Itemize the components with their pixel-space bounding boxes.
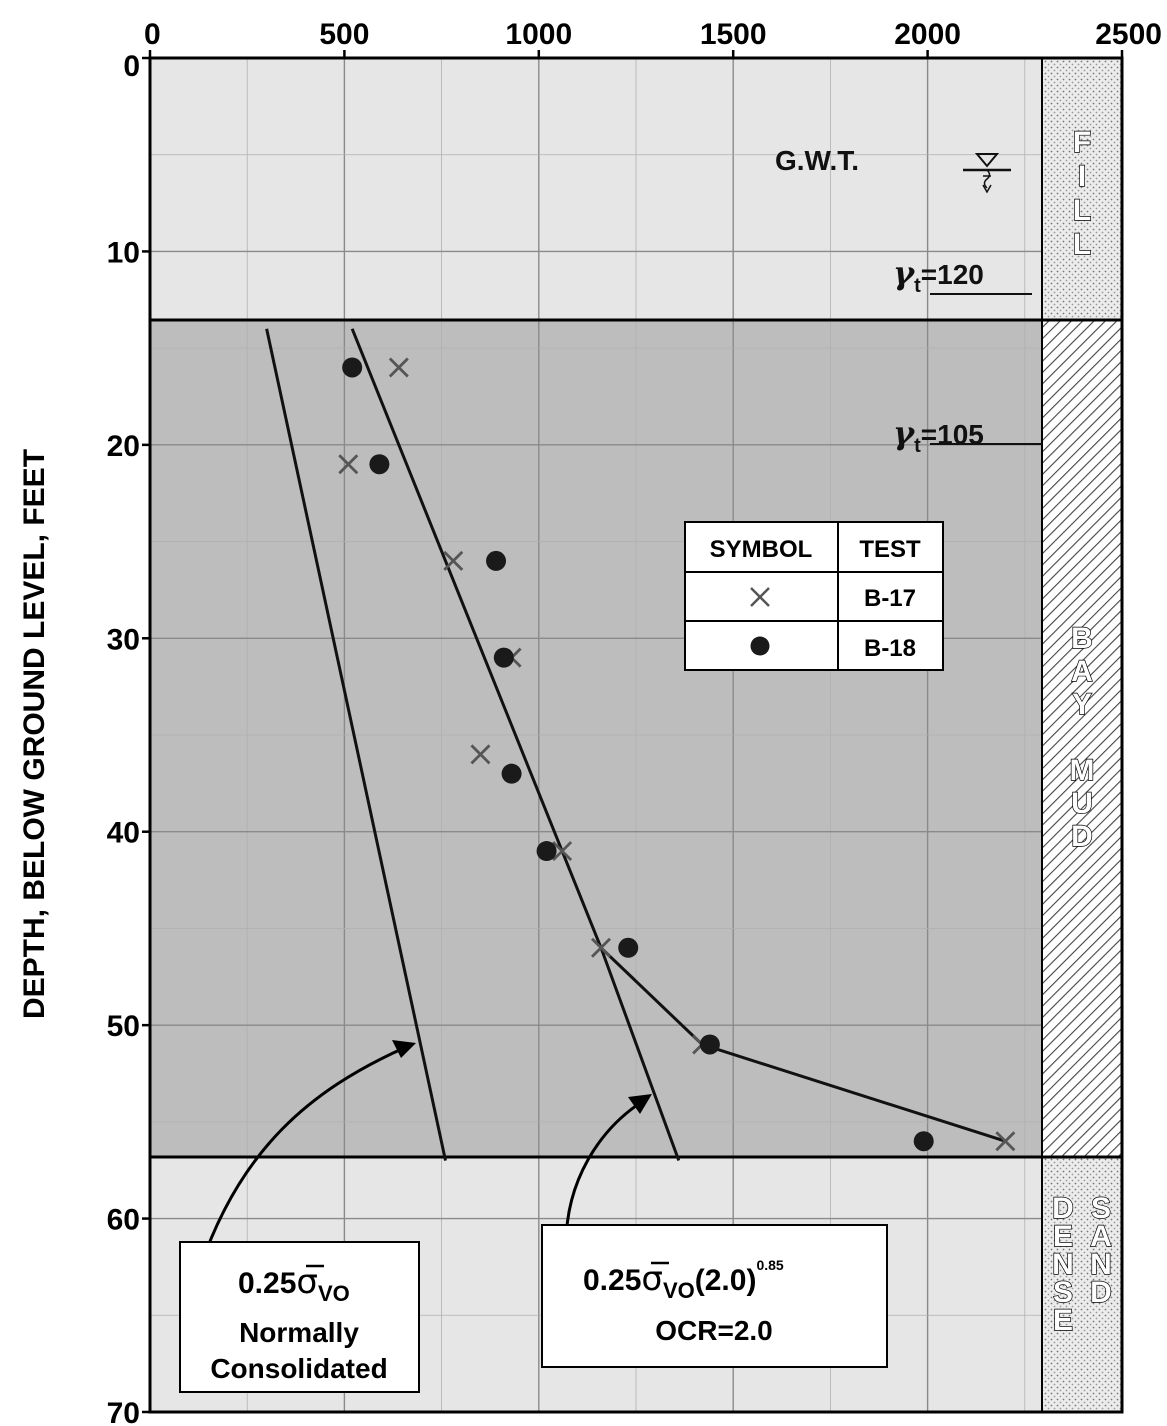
marker-b17-point — [338, 454, 359, 475]
layer-letter: N — [1090, 1248, 1112, 1281]
layer-letter: A — [1071, 655, 1093, 688]
nc-arrowhead — [392, 1040, 416, 1058]
x-tick-label: 2000 — [894, 18, 961, 51]
y-axis-label: DEPTH, BELOW GROUND LEVEL, FEET — [18, 449, 51, 1019]
legend-header-symbol: SYMBOL — [710, 536, 813, 563]
marker-b18-point — [699, 1034, 720, 1055]
line-normally-consolidated — [265, 328, 447, 1161]
x-axis-ticks: 0 500 1000 1500 2000 2500 — [144, 18, 1162, 58]
layer-letter: D — [1071, 820, 1093, 853]
marker-b18-point — [369, 454, 390, 475]
layer-letter: M — [1070, 754, 1095, 787]
fill-strata-column — [1042, 58, 1122, 320]
marker-b17-point — [388, 357, 409, 378]
x-tick-label: 500 — [319, 18, 369, 51]
water-table-icon — [963, 153, 1011, 194]
legend-label-b17: B-17 — [864, 585, 916, 612]
legend: SYMBOL TEST B-17 B-18 — [684, 521, 944, 671]
y-tick-label: 40 — [107, 817, 140, 850]
y-axis-ticks: 0 10 20 30 40 50 60 70 — [107, 50, 150, 1426]
y-tick-label: 70 — [107, 1397, 140, 1426]
layer-letter: D — [1090, 1276, 1112, 1309]
layer-letter: S — [1091, 1192, 1111, 1225]
dense-sand-strata-column — [1042, 1157, 1122, 1412]
marker-b18-point — [486, 550, 507, 571]
mud-unit-weight: γt=105 — [893, 414, 984, 457]
layer-letter: L — [1073, 228, 1091, 261]
layer-letter: S — [1053, 1276, 1073, 1309]
layer-letter: E — [1053, 1220, 1073, 1253]
ocr-formula: 0.25σVO(2.0)0.85 — [583, 1257, 784, 1303]
nc-annotation-box: 0.25σVO Normally Consolidated — [179, 1241, 420, 1393]
layer-letter: F — [1073, 126, 1091, 159]
layer-letter: U — [1071, 787, 1093, 820]
x-tick-label: 2500 — [1095, 18, 1162, 51]
layer-letter: I — [1078, 160, 1086, 193]
nc-text-normally: Normally — [239, 1317, 359, 1348]
marker-b18-point — [618, 937, 639, 958]
nc-arrow — [198, 1046, 405, 1269]
ocr-arrow — [564, 1101, 641, 1246]
layer-letter: D — [1052, 1192, 1074, 1225]
ocr-text: OCR=2.0 — [655, 1315, 773, 1346]
x-tick-label: 1000 — [505, 18, 572, 51]
legend-label-b18: B-18 — [864, 635, 916, 662]
plot-frame — [148, 56, 1124, 1414]
marker-b17-point — [552, 841, 573, 862]
legend-header-test: TEST — [859, 536, 921, 563]
legend-x-marker-icon — [750, 587, 770, 607]
marker-b17-point — [995, 1131, 1016, 1152]
layer-letter: N — [1052, 1248, 1074, 1281]
x-tick-label: 1500 — [700, 18, 767, 51]
layer-letter: Y — [1072, 688, 1092, 721]
layer-letter: L — [1073, 194, 1091, 227]
fill-unit-weight: γt=120 — [893, 254, 984, 297]
marker-b18-point — [501, 763, 522, 784]
marker-b18-point — [536, 841, 557, 862]
marker-b18-point — [493, 647, 514, 668]
layer-letter: A — [1090, 1220, 1112, 1253]
layer-letter: B — [1071, 622, 1093, 655]
y-tick-label: 0 — [123, 50, 140, 83]
gwt-label: G.W.T. — [775, 145, 859, 176]
bay-mud-strata-column — [1042, 320, 1122, 1157]
marker-b17-point — [443, 550, 464, 571]
y-tick-label: 20 — [107, 430, 140, 463]
fill-zone-bg — [150, 58, 1042, 320]
data-markers — [338, 357, 1016, 1152]
legend-dot-marker-icon — [750, 636, 770, 656]
ocr-annotation-box: 0.25σVO(2.0)0.85 OCR=2.0 — [541, 1224, 888, 1368]
marker-b17-point — [470, 744, 491, 765]
marker-b18-point — [913, 1131, 934, 1152]
y-tick-label: 50 — [107, 1010, 140, 1043]
y-tick-label: 60 — [107, 1204, 140, 1237]
ocr-arrowhead — [628, 1094, 652, 1114]
y-tick-label: 10 — [107, 236, 140, 269]
x-tick-label: 0 — [144, 18, 161, 51]
marker-b17-point — [591, 937, 611, 958]
bay-mud-zone-bg — [150, 320, 1042, 1157]
nc-text-consolidated: Consolidated — [210, 1353, 387, 1384]
layer-letter: E — [1053, 1304, 1073, 1337]
y-tick-label: 30 — [107, 623, 140, 656]
marker-b18-point — [342, 357, 363, 378]
nc-formula: 0.25σVO — [238, 1262, 350, 1306]
